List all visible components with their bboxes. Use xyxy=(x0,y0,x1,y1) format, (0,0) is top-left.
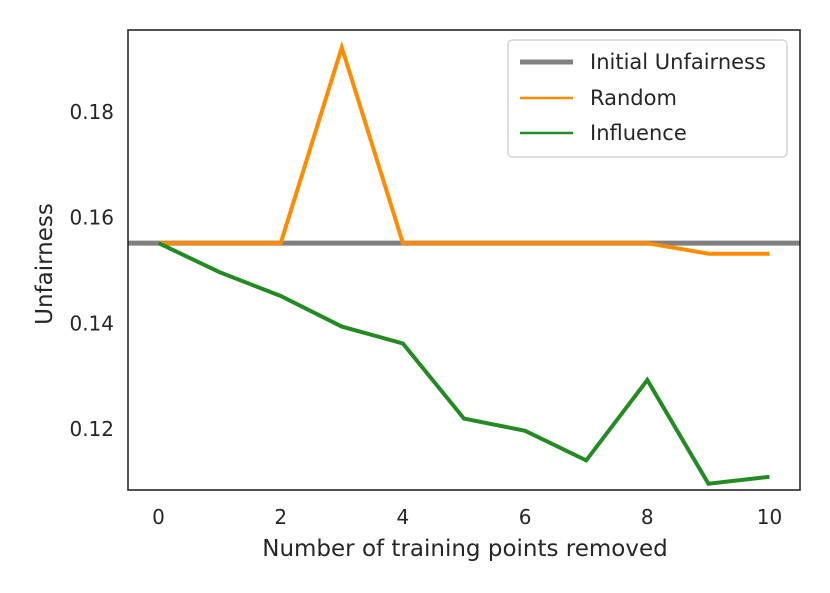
y-tick-label: 0.18 xyxy=(69,100,114,124)
x-axis-label: Number of training points removed xyxy=(262,536,668,562)
y-tick-label: 0.12 xyxy=(69,417,114,441)
legend: Initial Unfairness Random Influence xyxy=(507,39,788,158)
y-axis-label: Unfairness xyxy=(32,203,58,325)
series-random-line xyxy=(158,40,770,256)
x-tick-label: 2 xyxy=(274,505,287,529)
y-tick-label: 0.16 xyxy=(69,206,114,230)
y-tick-label: 0.14 xyxy=(69,311,114,335)
series-layer xyxy=(128,40,800,486)
legend-box xyxy=(507,39,788,158)
x-tick-label: 6 xyxy=(519,505,532,529)
legend-label-initial-unfairness: Initial Unfairness xyxy=(590,50,766,74)
ticks-layer: 0 2 4 6 8 10 0.12 0.14 0.16 0.18 xyxy=(69,100,782,529)
x-tick-label: 4 xyxy=(397,505,410,529)
x-tick-label: 10 xyxy=(757,505,782,529)
legend-label-influence: Influence xyxy=(590,121,687,145)
axes-layer xyxy=(127,29,801,491)
legend-label-random: Random xyxy=(590,86,677,110)
x-tick-label: 8 xyxy=(641,505,654,529)
x-tick-label: 0 xyxy=(152,505,165,529)
plot-frame xyxy=(127,29,801,491)
series-influence-line xyxy=(157,241,770,486)
